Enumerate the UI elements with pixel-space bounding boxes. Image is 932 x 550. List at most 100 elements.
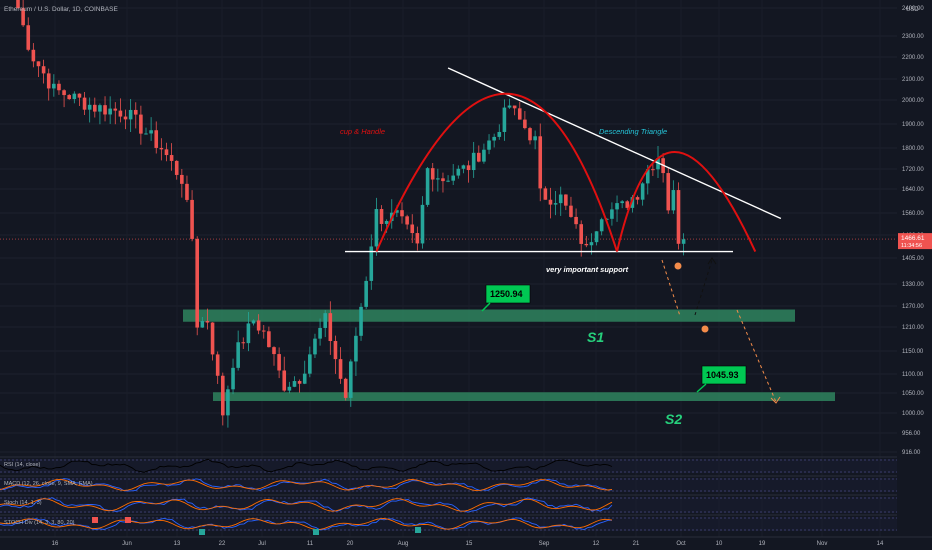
candle[interactable] — [461, 165, 466, 169]
candle[interactable] — [118, 110, 123, 117]
candle[interactable] — [625, 201, 630, 208]
candle[interactable] — [594, 231, 599, 243]
candle[interactable] — [98, 105, 102, 112]
candle[interactable] — [267, 331, 271, 348]
candle[interactable] — [451, 175, 455, 181]
candle[interactable] — [446, 180, 450, 182]
candle[interactable] — [251, 320, 256, 324]
candle[interactable] — [517, 108, 522, 120]
candle[interactable] — [277, 354, 281, 371]
candle[interactable] — [16, 0, 20, 9]
candle[interactable] — [241, 342, 246, 344]
candle[interactable] — [349, 361, 353, 398]
candle[interactable] — [666, 173, 671, 211]
candle[interactable] — [564, 194, 568, 206]
candle[interactable] — [415, 233, 420, 244]
candle[interactable] — [487, 140, 491, 150]
candle[interactable] — [67, 95, 71, 100]
candle[interactable] — [477, 152, 481, 162]
candle[interactable] — [328, 313, 333, 342]
candle[interactable] — [236, 342, 240, 368]
candle[interactable] — [384, 220, 389, 224]
candle[interactable] — [31, 49, 36, 62]
candle[interactable] — [471, 152, 476, 171]
candle[interactable] — [154, 130, 159, 148]
candle[interactable] — [62, 90, 66, 96]
candle[interactable] — [343, 378, 348, 398]
candle[interactable] — [558, 194, 563, 204]
candle[interactable] — [681, 239, 686, 244]
candle[interactable] — [139, 114, 143, 134]
candle[interactable] — [133, 109, 138, 115]
candle[interactable] — [615, 203, 619, 210]
candle[interactable] — [635, 197, 640, 200]
candle[interactable] — [369, 246, 374, 281]
candle[interactable] — [123, 116, 128, 120]
candle[interactable] — [221, 375, 225, 416]
candle[interactable] — [420, 204, 425, 244]
candle[interactable] — [21, 8, 25, 26]
candle[interactable] — [215, 354, 220, 376]
candle[interactable] — [441, 178, 445, 182]
candle[interactable] — [318, 327, 322, 339]
candle[interactable] — [425, 168, 430, 205]
candle[interactable] — [77, 93, 82, 98]
candle[interactable] — [308, 354, 312, 374]
candle[interactable] — [523, 119, 527, 129]
candle[interactable] — [108, 108, 112, 115]
candle[interactable] — [256, 320, 261, 331]
candle[interactable] — [395, 210, 399, 213]
candle[interactable] — [466, 165, 471, 171]
candle[interactable] — [651, 169, 655, 171]
candle[interactable] — [226, 389, 230, 416]
candle[interactable] — [185, 183, 189, 200]
candle[interactable] — [374, 209, 379, 247]
candle[interactable] — [164, 149, 169, 156]
candle[interactable] — [579, 224, 583, 244]
candle[interactable] — [405, 216, 409, 225]
candle[interactable] — [410, 224, 415, 234]
candle[interactable] — [640, 183, 645, 200]
candle[interactable] — [103, 105, 107, 115]
candle[interactable] — [190, 199, 194, 239]
candle[interactable] — [149, 130, 153, 134]
candle[interactable] — [169, 155, 174, 161]
candle[interactable] — [569, 205, 573, 217]
candle[interactable] — [333, 341, 338, 360]
candle[interactable] — [354, 335, 358, 362]
candle[interactable] — [456, 168, 461, 176]
candle[interactable] — [159, 147, 164, 150]
candle[interactable] — [656, 158, 660, 170]
candle[interactable] — [671, 190, 676, 211]
candle[interactable] — [676, 190, 681, 244]
candle[interactable] — [82, 97, 87, 110]
candle[interactable] — [52, 83, 56, 89]
candle[interactable] — [180, 174, 184, 184]
candle[interactable] — [589, 242, 594, 246]
candle[interactable] — [338, 359, 343, 379]
candle[interactable] — [400, 210, 404, 217]
candle[interactable] — [553, 203, 558, 205]
candle[interactable] — [113, 108, 118, 111]
candle[interactable] — [87, 104, 92, 110]
candle[interactable] — [533, 136, 537, 141]
candle[interactable] — [359, 306, 363, 336]
candle[interactable] — [313, 338, 317, 355]
candle[interactable] — [502, 107, 507, 132]
candle[interactable] — [261, 330, 266, 332]
candle[interactable] — [620, 201, 624, 204]
candle[interactable] — [379, 209, 384, 224]
candle[interactable] — [297, 381, 302, 384]
candle[interactable] — [323, 313, 327, 328]
candle[interactable] — [528, 128, 532, 141]
candle[interactable] — [72, 93, 77, 100]
candle[interactable] — [210, 322, 215, 355]
candle[interactable] — [548, 199, 553, 205]
candle[interactable] — [174, 160, 179, 175]
candle[interactable] — [364, 280, 368, 307]
candle[interactable] — [57, 83, 61, 91]
candle[interactable] — [599, 219, 604, 232]
candle[interactable] — [195, 238, 199, 328]
candle[interactable] — [538, 136, 543, 189]
